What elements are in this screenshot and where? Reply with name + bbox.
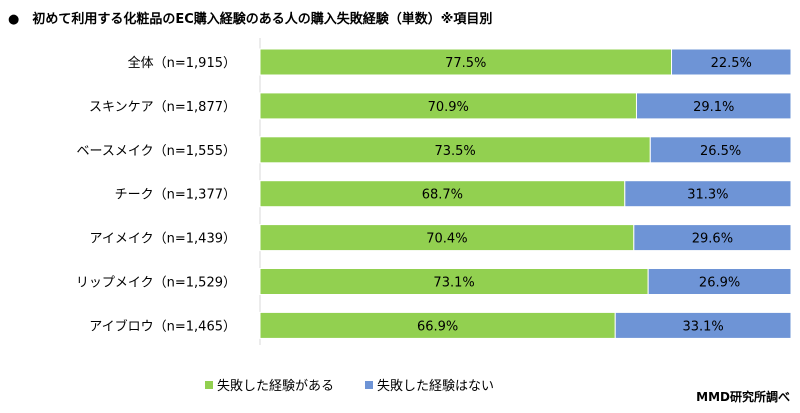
- data-label: 70.4%: [426, 232, 467, 247]
- legend-swatch-yes: [205, 380, 213, 389]
- source-note: MMD研究所調べ: [696, 390, 790, 404]
- bar-segment: [635, 92, 792, 120]
- data-label: 73.5%: [434, 144, 475, 159]
- category-label: チーク（n=1,377）: [115, 188, 236, 203]
- legend-item-no: 失敗した経験はない: [365, 375, 494, 394]
- category-label: スキンケア（n=1,877）: [89, 100, 236, 115]
- bar-segment: [649, 136, 792, 164]
- category-label: リップメイク（n=1,529）: [76, 276, 236, 291]
- bar-segment: [647, 268, 792, 295]
- bar-segment: [624, 180, 792, 208]
- data-label: 29.1%: [693, 100, 734, 115]
- legend-label: 失敗した経験がある: [217, 379, 335, 394]
- data-label: 66.9%: [417, 319, 458, 334]
- data-label: 77.5%: [445, 56, 486, 71]
- legend-swatch-no: [365, 380, 373, 389]
- data-label: 31.3%: [687, 188, 728, 203]
- bar-segment: [259, 180, 626, 208]
- bar-segment: [614, 311, 792, 339]
- bar-segment: [259, 48, 673, 76]
- category-label: アイメイク（n=1,439）: [90, 232, 236, 247]
- data-label: 68.7%: [422, 188, 463, 203]
- legend-item-yes: 失敗した経験がある: [205, 375, 334, 394]
- category-label: アイブロウ（n=1,465）: [89, 318, 236, 334]
- legend-label: 失敗した経験はない: [377, 379, 495, 394]
- data-label: 26.9%: [699, 276, 740, 291]
- bar-segment: [259, 92, 637, 120]
- data-label: 22.5%: [711, 56, 752, 71]
- data-label: 33.1%: [682, 319, 723, 334]
- data-label: 70.9%: [428, 100, 469, 115]
- category-label: 全体（n=1,915）: [128, 55, 236, 71]
- chart-title: ● 初めて利用する化粧品のEC購入経験のある人の購入失敗経験（単数）※項目別: [8, 12, 493, 27]
- data-label: 26.5%: [700, 144, 741, 159]
- bar-segment: [259, 136, 651, 164]
- data-label: 29.6%: [692, 232, 733, 247]
- bar-segment: [671, 48, 792, 76]
- data-label: 73.1%: [433, 276, 474, 291]
- bar-segment: [633, 224, 792, 252]
- category-label: ベースメイク（n=1,555）: [77, 144, 236, 159]
